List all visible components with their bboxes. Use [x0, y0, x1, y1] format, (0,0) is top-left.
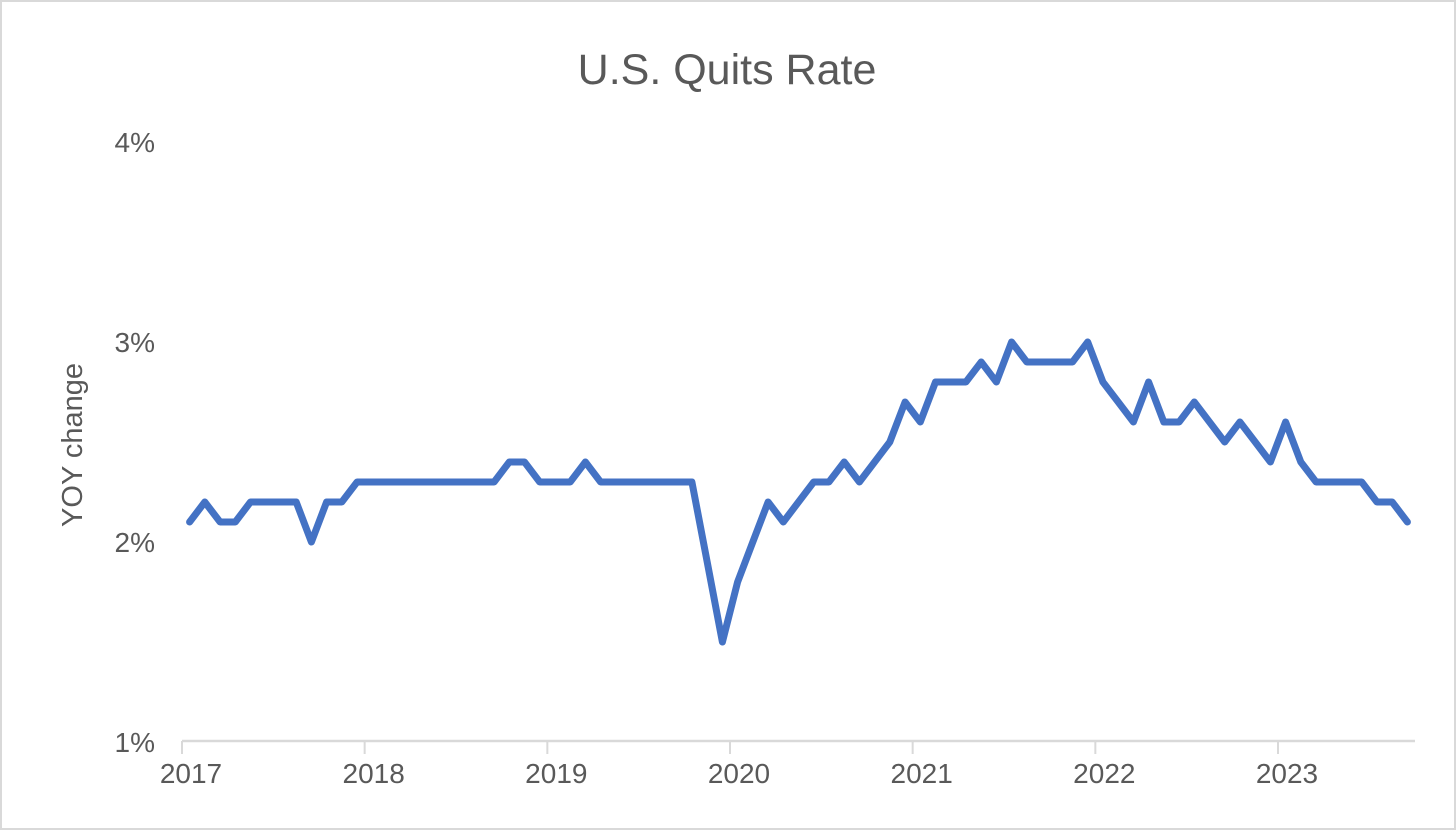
- y-tick-label: 3%: [115, 327, 155, 358]
- axes-layer: [181, 739, 1415, 754]
- y-axis-title: YOY change: [57, 363, 89, 527]
- x-tick-label: 2019: [525, 758, 587, 789]
- series-layer: [186, 338, 1411, 646]
- quits-rate-data-line: [186, 338, 1411, 646]
- x-tick-label: 2021: [891, 758, 953, 789]
- y-tick-label: 4%: [115, 127, 155, 158]
- x-tick-label: 2020: [708, 758, 770, 789]
- x-tick-label: 2018: [343, 758, 405, 789]
- chart-title: U.S. Quits Rate: [578, 46, 877, 94]
- axis-labels-layer: 2017 2018 2019 2020 2021 2022 2023 4% 3% 2% 1%: [115, 127, 1319, 789]
- y-tick-label: 1%: [115, 727, 155, 758]
- y-tick-label: 2%: [115, 527, 155, 558]
- x-tick-label: 2023: [1256, 758, 1318, 789]
- x-tick-label: 2017: [160, 758, 222, 789]
- x-tick-label: 2022: [1073, 758, 1135, 789]
